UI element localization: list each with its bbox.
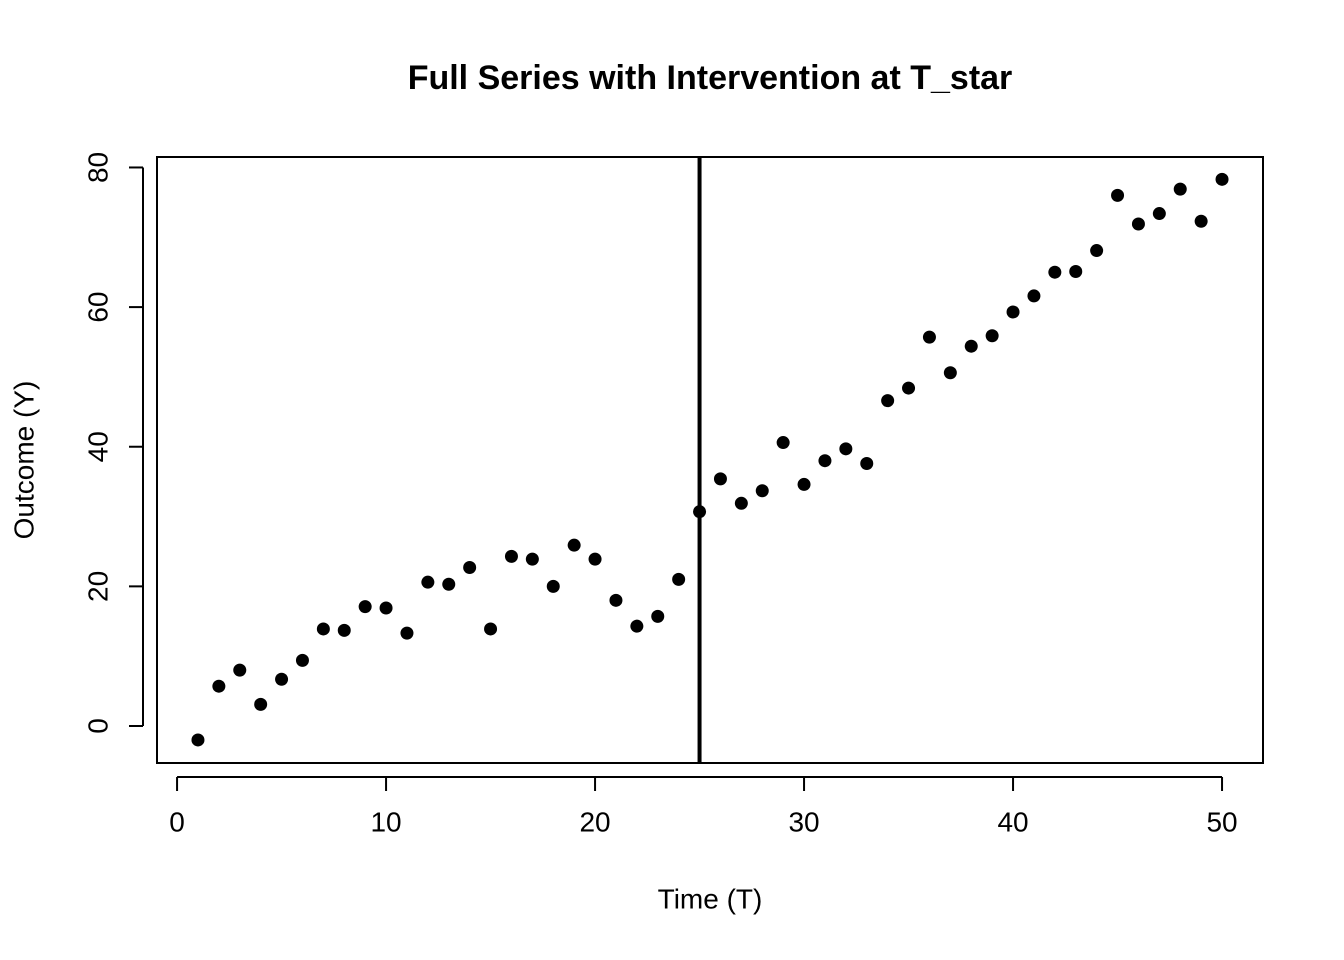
data-point <box>881 394 895 408</box>
data-point <box>797 477 811 491</box>
data-point <box>1027 289 1041 303</box>
data-point <box>316 622 330 636</box>
data-point <box>254 697 268 711</box>
data-point <box>1111 188 1125 202</box>
data-point <box>421 575 435 589</box>
data-point <box>588 552 602 566</box>
data-point <box>1048 265 1062 279</box>
data-point <box>275 672 289 686</box>
data-point <box>546 579 560 593</box>
data-point <box>818 454 832 468</box>
plot-frame <box>156 156 1264 764</box>
x-tick-label: 30 <box>788 806 819 837</box>
x-axis-label: Time (T) <box>658 883 763 914</box>
y-tick-label: 20 <box>82 571 113 602</box>
y-tick-label: 60 <box>82 292 113 323</box>
data-point <box>1090 244 1104 258</box>
data-point <box>358 600 372 614</box>
data-point <box>693 505 707 519</box>
y-tick-label: 0 <box>82 718 113 734</box>
data-point <box>755 484 769 498</box>
data-point <box>1152 207 1166 221</box>
y-tick-label: 80 <box>82 152 113 183</box>
data-point <box>337 623 351 637</box>
data-point <box>1173 182 1187 196</box>
data-point <box>400 626 414 640</box>
data-point <box>713 472 727 486</box>
data-point <box>1131 217 1145 231</box>
x-tick-label: 0 <box>169 806 185 837</box>
data-point <box>734 496 748 510</box>
x-tick-label: 40 <box>997 806 1028 837</box>
x-tick-label: 10 <box>370 806 401 837</box>
data-point <box>860 456 874 470</box>
data-point <box>776 436 790 450</box>
data-point <box>1069 264 1083 278</box>
data-point <box>484 622 498 636</box>
data-point <box>651 609 665 623</box>
data-point <box>839 442 853 456</box>
data-point <box>295 653 309 667</box>
y-axis-label: Outcome (Y) <box>8 381 39 540</box>
data-point <box>504 549 518 563</box>
data-point <box>442 577 456 591</box>
data-point <box>630 619 644 633</box>
data-point <box>964 339 978 353</box>
data-point <box>1006 305 1020 319</box>
data-point <box>1215 172 1229 186</box>
data-point <box>567 538 581 552</box>
x-tick-label: 50 <box>1206 806 1237 837</box>
data-point <box>379 601 393 615</box>
data-point <box>922 330 936 344</box>
chart-title: Full Series with Intervention at T_star <box>408 59 1013 97</box>
x-tick-label: 20 <box>579 806 610 837</box>
data-point <box>943 366 957 380</box>
data-point <box>1194 214 1208 228</box>
data-point <box>233 663 247 677</box>
data-point <box>672 572 686 586</box>
data-point <box>463 561 477 575</box>
data-point <box>609 593 623 607</box>
y-tick-label: 40 <box>82 431 113 462</box>
data-point <box>902 381 916 395</box>
data-point <box>985 329 999 343</box>
data-point <box>525 552 539 566</box>
data-point <box>191 733 205 747</box>
data-point <box>212 679 226 693</box>
